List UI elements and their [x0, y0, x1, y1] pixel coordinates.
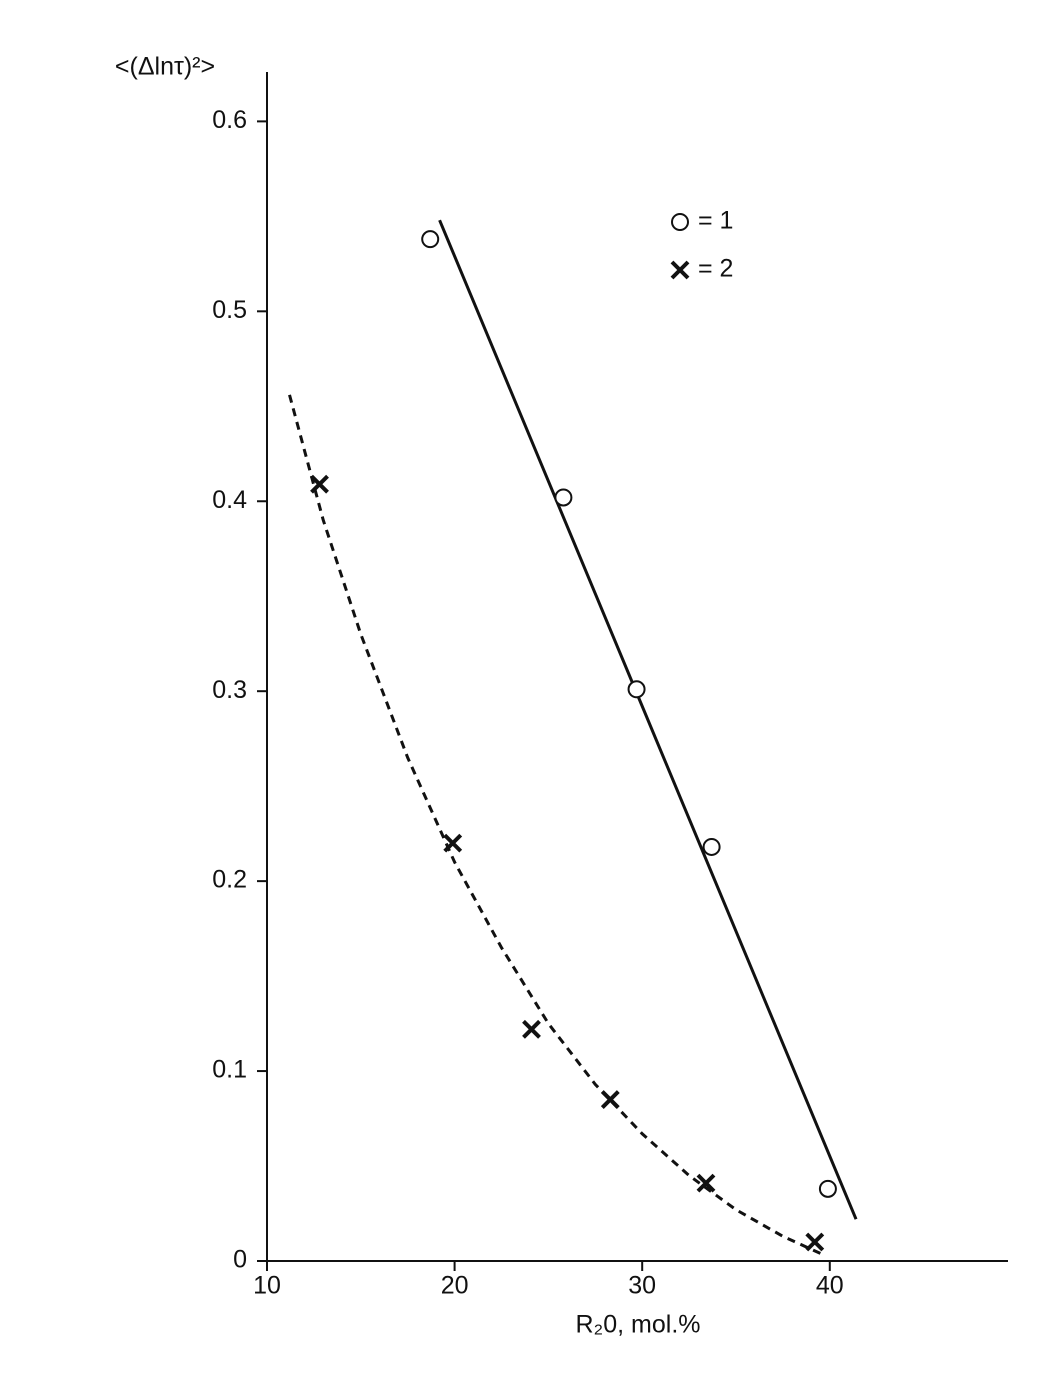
point: [818, 1179, 837, 1198]
y-tick-label: 0.2: [212, 866, 247, 894]
point: [421, 230, 440, 249]
fit-line: [288, 394, 822, 1255]
point: [696, 1173, 716, 1193]
y-tick-label: 0.3: [212, 676, 247, 704]
legend-label: = 1: [698, 207, 733, 235]
y-axis-label: <(Δlnτ)²>: [115, 53, 215, 81]
y-tick-label: 0.5: [212, 296, 247, 324]
point: [702, 837, 721, 856]
x-tick-label: 20: [441, 1272, 469, 1300]
point: [600, 1090, 620, 1109]
y-tick-label: 0: [233, 1246, 247, 1274]
x-axis-label: R₂0, mol.%: [575, 1311, 700, 1339]
x-tick-label: 40: [816, 1272, 844, 1300]
legend-marker: [671, 213, 689, 231]
point: [443, 833, 463, 853]
fit-line: [438, 219, 858, 1220]
point: [554, 488, 573, 507]
point: [627, 680, 646, 699]
y-tick-label: 0.6: [212, 106, 247, 134]
point: [805, 1232, 825, 1252]
y-tick-label: 0.1: [212, 1056, 247, 1084]
x-tick-label: 10: [253, 1272, 281, 1300]
point: [310, 474, 329, 494]
point: [522, 1019, 541, 1039]
x-tick-label: 30: [628, 1272, 656, 1300]
y-tick-label: 0.4: [212, 486, 247, 514]
legend-marker: [670, 260, 690, 280]
legend-label: = 2: [698, 255, 733, 283]
